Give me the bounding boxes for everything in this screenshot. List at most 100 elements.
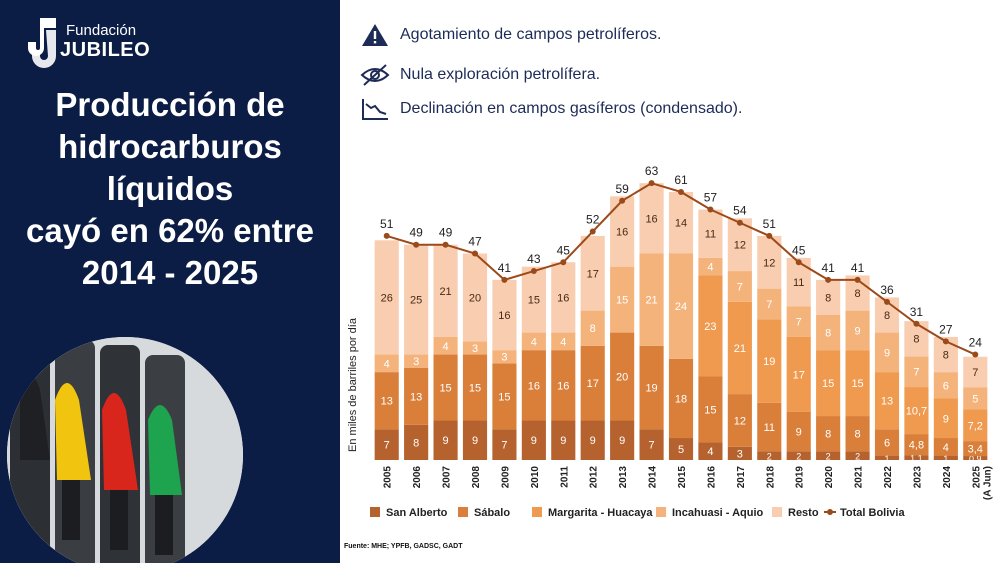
segment-label: 7 [796,317,802,329]
bar-segment [639,183,664,254]
segment-label: 3,4 [968,444,983,456]
bar-segment [492,363,517,430]
segment-label: 10,7 [906,406,927,418]
bar-segment [727,446,752,460]
segment-label: 15 [822,378,834,390]
total-label: 24 [969,336,983,350]
segment-label: 6 [943,380,949,392]
segment-label: 7 [649,440,655,452]
bar-segment [698,442,723,460]
segment-label: 8 [855,288,861,300]
note-text: Nula exploración petrolífera. [400,66,601,83]
note-text: Declinación en campos gasíferos (condens… [400,100,743,117]
x-tick-label: 2007 [442,466,453,489]
segment-label: 7 [766,299,772,311]
left-panel: Fundación JUBILEO Producción de hidrocar… [0,0,340,563]
bar-segment [963,456,988,460]
segment-label: 12 [734,240,746,252]
segment-label: 8 [590,323,596,335]
bar-segment [904,387,929,435]
segment-label: 5 [678,444,684,456]
bar-segment [845,350,870,417]
note-item: Agotamiento de campos petrolíferos. [360,22,661,48]
segment-label: 14 [675,218,687,230]
bar-segment [580,310,605,346]
segment-label: 15 [469,383,481,395]
x-tick-label: 2025 [971,466,982,489]
bar-segment [433,420,458,460]
segment-label: 9 [590,435,596,447]
total-point [442,241,449,248]
bar-segment [462,253,488,342]
headline-line: cayó en 62% entre [26,212,314,249]
segment-label: 11 [764,422,775,434]
total-point [795,259,802,266]
bar-segment [580,235,605,311]
bar-segment [786,411,811,452]
segment-label: 25 [410,295,422,307]
legend-swatch [370,507,380,517]
bar-segment [816,416,841,452]
segment-label: 23 [704,321,716,333]
bar-segment [845,451,870,460]
bar-segment [904,455,929,460]
bar-segment [874,429,900,456]
segment-label: 4 [443,341,449,353]
x-tick-label: 2022 [883,466,894,489]
total-point [972,351,979,358]
segment-label: 4 [943,442,949,454]
total-label: 57 [704,191,718,205]
bar-segment [698,257,723,276]
total-point [648,180,655,187]
total-label: 41 [851,261,865,275]
bar-segment [668,438,694,460]
bar-segment [845,416,870,452]
segment-label: 2 [796,452,801,462]
x-tick-label: 2024 [942,466,953,489]
segment-label: 8 [855,429,861,441]
segment-label: 3 [737,448,743,460]
segment-label: 16 [498,310,510,322]
total-label: 52 [586,213,600,227]
segment-label: 17 [587,378,599,390]
total-label: 45 [792,243,806,257]
bar-segment [668,191,694,254]
segment-label: 21 [645,295,657,307]
bar-segment [933,455,958,460]
bar-segment [551,332,576,351]
bar-segment [462,420,488,460]
bar-segment [521,266,546,333]
bar-segment [668,253,694,359]
segment-label: 3 [472,343,478,355]
bar-segment [845,310,870,351]
bar-segment [904,321,929,357]
bar-segment [757,235,782,289]
production-chart: En miles de barriles por día 713426200581… [347,164,993,519]
x-tick-label: 2010 [530,466,541,489]
total-label: 49 [409,226,423,240]
segment-label: 15 [616,295,628,307]
total-label: 49 [439,226,453,240]
bar-segment [698,209,723,258]
x-tick-label: 2023 [912,466,923,489]
bar-segment [521,420,546,460]
legend-swatch [656,507,666,517]
bar-segment [727,271,752,302]
segment-label: 9 [531,435,537,447]
bar-segment [639,429,664,460]
warning-icon [362,24,388,46]
bar-segment [374,429,399,460]
bar-segment [639,253,664,346]
bar-segment [963,356,988,388]
total-point [913,320,920,327]
bar-segment [433,336,458,355]
segment-label: 5 [972,393,978,405]
bar-segment [374,354,399,373]
x-tick-label: 2017 [736,466,747,489]
total-point [854,276,861,283]
bar-segment [816,315,841,351]
x-tick-label: 2018 [765,466,776,489]
headline-line: Producción de [55,86,285,123]
x-tick-label: 2013 [618,466,629,489]
x-tick-label: 2016 [706,466,717,489]
